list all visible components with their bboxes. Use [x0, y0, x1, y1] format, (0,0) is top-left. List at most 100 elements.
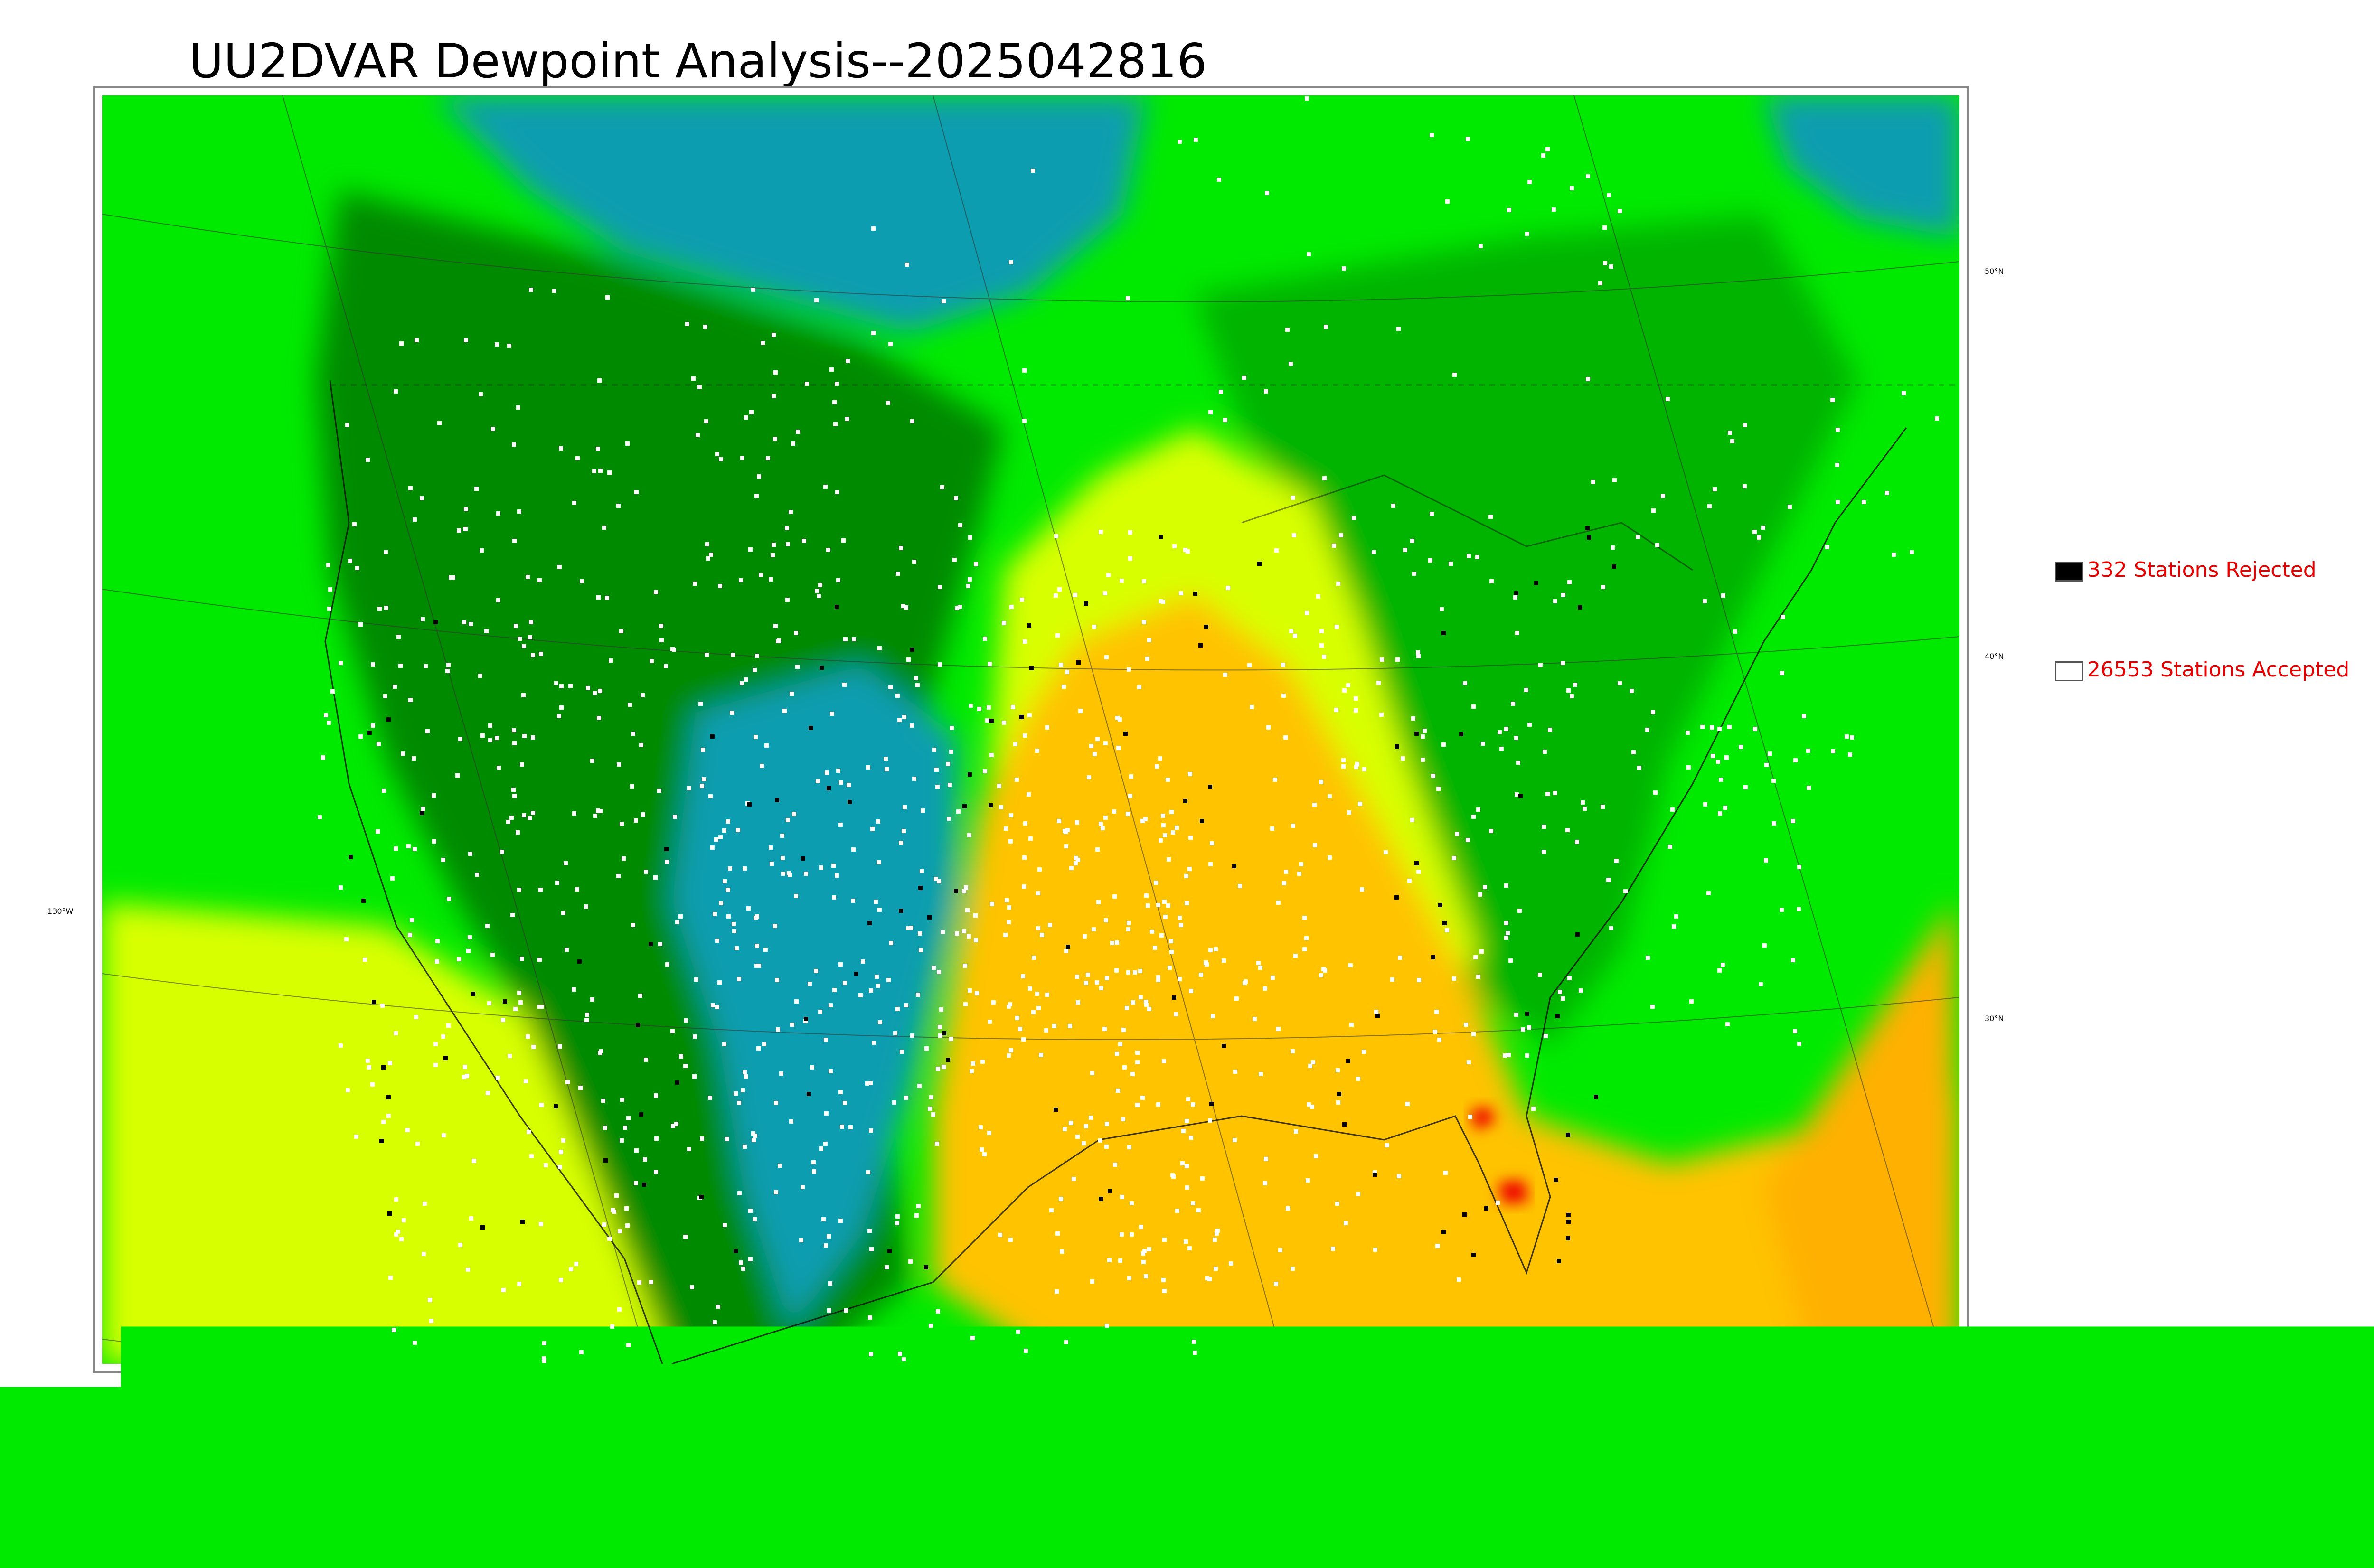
station-accepted [1623, 889, 1628, 893]
station-accepted [709, 553, 713, 557]
station-accepted [507, 344, 511, 348]
station-accepted [705, 542, 709, 546]
station-accepted [769, 577, 773, 582]
station-accepted [597, 716, 601, 720]
station-rejected [1471, 1253, 1476, 1257]
station-accepted [611, 1208, 615, 1212]
station-accepted [744, 1074, 748, 1079]
station-accepted [1807, 786, 1811, 790]
station-accepted [479, 392, 483, 396]
station-accepted [1289, 629, 1293, 633]
station-accepted [744, 415, 748, 420]
station-accepted [1525, 232, 1529, 236]
station-accepted [1567, 580, 1572, 584]
station-accepted [1293, 954, 1298, 958]
station-rejected [710, 734, 715, 739]
station-accepted [607, 1237, 612, 1241]
station-accepted [1270, 826, 1274, 831]
station-accepted [370, 1082, 375, 1087]
station-accepted [1797, 907, 1801, 911]
station-accepted [741, 1088, 745, 1092]
station-accepted [1250, 705, 1254, 709]
station-accepted [1169, 939, 1173, 943]
station-accepted [399, 341, 404, 346]
station-accepted [939, 1007, 943, 1012]
station-accepted [1476, 975, 1480, 979]
station-accepted [962, 889, 966, 893]
station-accepted [713, 912, 717, 916]
station-accepted [1717, 727, 1722, 731]
station-accepted [1645, 728, 1649, 732]
station-accepted [912, 777, 916, 781]
legend-swatch-accepted [2055, 661, 2083, 681]
station-accepted [988, 662, 992, 666]
station-accepted [1440, 607, 1444, 611]
station-accepted [1059, 663, 1063, 667]
station-accepted [1336, 582, 1340, 586]
station-accepted [899, 546, 903, 550]
station-accepted [616, 504, 621, 508]
station-accepted [908, 1259, 913, 1264]
station-accepted [1186, 1097, 1190, 1101]
station-accepted [1791, 819, 1795, 823]
station-accepted [1516, 761, 1520, 765]
station-accepted [1443, 1171, 1448, 1175]
station-accepted [1120, 1232, 1124, 1237]
station-accepted [326, 563, 330, 567]
colorbar-tick-label: -10 [876, 1510, 910, 1534]
station-accepted [999, 805, 1003, 809]
station-accepted [1797, 1042, 1801, 1046]
station-accepted [1481, 742, 1485, 746]
station-accepted [1036, 926, 1040, 930]
station-accepted [772, 333, 776, 337]
station-accepted [1045, 725, 1049, 730]
station-rejected [927, 915, 932, 920]
longitude-label: 70°W [1932, 1386, 1953, 1395]
station-accepted [441, 1034, 445, 1039]
station-accepted [844, 1308, 848, 1313]
station-accepted [1670, 807, 1675, 812]
station-accepted [1258, 966, 1262, 970]
station-accepted [985, 718, 989, 723]
station-accepted [1076, 1000, 1080, 1005]
station-accepted [824, 1038, 828, 1042]
station-accepted [1307, 252, 1311, 256]
station-accepted [650, 659, 654, 663]
station-accepted [910, 723, 914, 728]
station-accepted [1543, 750, 1547, 754]
station-accepted [983, 769, 987, 773]
station-accepted [683, 1064, 688, 1068]
station-accepted [762, 1042, 766, 1046]
station-accepted [1759, 982, 1763, 986]
station-accepted [339, 885, 343, 890]
station-accepted [983, 637, 987, 641]
station-accepted [616, 874, 621, 878]
station-accepted [895, 1214, 900, 1219]
station-rejected [387, 1211, 392, 1216]
station-accepted [1185, 1185, 1189, 1190]
station-accepted [1256, 961, 1261, 965]
station-accepted [508, 1054, 512, 1058]
station-accepted [755, 944, 759, 948]
station-accepted [1513, 595, 1517, 600]
station-accepted [952, 558, 957, 562]
station-accepted [1072, 1177, 1076, 1181]
station-accepted [701, 748, 705, 752]
station-accepted [779, 1071, 783, 1076]
station-accepted [835, 382, 839, 386]
station-accepted [1724, 755, 1729, 760]
station-accepted [514, 624, 518, 628]
station-accepted [705, 653, 709, 657]
high-dewpoint-spot [1498, 1180, 1529, 1204]
station-accepted [885, 1265, 889, 1269]
colorbar [475, 1452, 1591, 1508]
station-accepted [1553, 599, 1557, 603]
station-rejected [554, 1104, 558, 1108]
station-accepted [1193, 1351, 1197, 1355]
station-accepted [1163, 833, 1167, 837]
station-accepted [896, 572, 900, 576]
station-accepted [1721, 593, 1725, 598]
station-accepted [1328, 855, 1332, 860]
station-accepted [988, 1020, 992, 1024]
station-accepted [1527, 1025, 1531, 1030]
